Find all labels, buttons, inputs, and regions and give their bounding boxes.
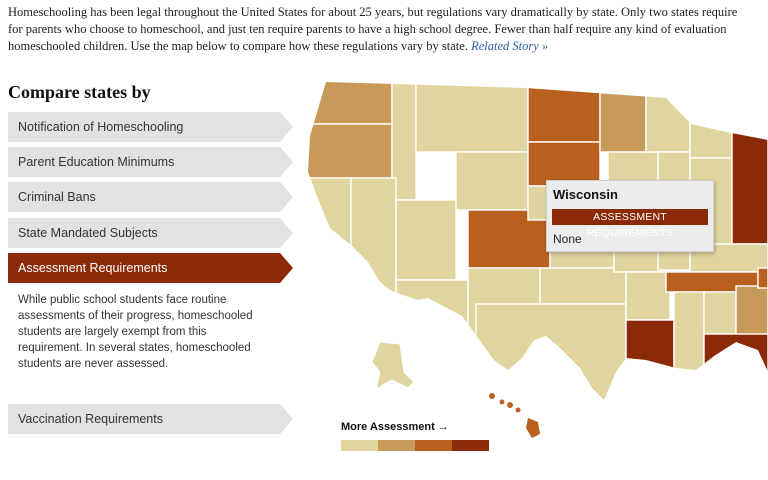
legend-swatch-3 — [415, 440, 452, 451]
menu-vaccination[interactable]: Vaccination Requirements — [8, 404, 293, 434]
state-MN[interactable] — [599, 72, 647, 153]
state-UT[interactable] — [395, 199, 457, 281]
intro-line-3-text: homeschooled children. Use the map below… — [8, 39, 468, 53]
menu-arrow-shape — [8, 253, 293, 283]
menu-arrow-shape — [8, 112, 293, 142]
state-tooltip: Wisconsin ASSESSMENT REQUIREMENTS None — [546, 180, 714, 252]
related-story-link[interactable]: Related Story » — [471, 39, 549, 53]
menu-arrow-shape — [8, 182, 293, 212]
menu-assessment[interactable]: Assessment Requirements — [8, 253, 293, 283]
legend-color-scale — [341, 440, 489, 451]
state-MS[interactable] — [673, 291, 705, 373]
state-TX[interactable] — [475, 303, 627, 404]
menu-label: Vaccination Requirements — [18, 412, 163, 426]
state-MI[interactable] — [689, 72, 733, 159]
tooltip-category-badge: ASSESSMENT REQUIREMENTS — [552, 209, 708, 239]
menu-arrow-shape — [8, 147, 293, 177]
menu-criminal-bans[interactable]: Criminal Bans — [8, 182, 293, 212]
state-AR[interactable] — [625, 271, 671, 321]
menu-label: Assessment Requirements — [18, 261, 168, 275]
menu-arrow-shape — [8, 404, 293, 434]
intro-line-2: for parents who choose to homeschool, an… — [8, 22, 727, 36]
state-WY[interactable] — [455, 151, 529, 211]
tooltip-value: None — [553, 232, 582, 246]
state-CA[interactable] — [296, 177, 352, 379]
intro-line-3: homeschooled children. Use the map below… — [8, 38, 768, 55]
menu-label: Criminal Bans — [18, 190, 96, 204]
menu-notification[interactable]: Notification of Homeschooling — [8, 112, 293, 142]
compare-title: Compare states by — [8, 82, 151, 102]
intro-line-1: Homeschooling has been legal throughout … — [8, 5, 738, 19]
menu-parent-education[interactable]: Parent Education Minimums — [8, 147, 293, 177]
menu-label: State Mandated Subjects — [18, 226, 158, 240]
state-WI[interactable] — [645, 72, 691, 153]
legend-swatch-4 — [452, 440, 489, 451]
state-NV[interactable] — [350, 177, 397, 303]
state-LA[interactable] — [625, 319, 675, 381]
menu-label: Notification of Homeschooling — [18, 120, 184, 134]
state-WA[interactable] — [296, 72, 393, 125]
state-HI[interactable] — [489, 393, 540, 438]
legend-label: More Assessment → — [341, 421, 449, 433]
state-AK[interactable] — [371, 341, 415, 392]
state-ND[interactable] — [527, 72, 601, 143]
state-OK[interactable] — [539, 267, 627, 305]
menu-label: Parent Education Minimums — [18, 155, 175, 169]
tooltip-state-name: Wisconsin — [553, 187, 618, 202]
category-description: While public school students face routin… — [18, 294, 253, 370]
menu-mandated-subjects[interactable]: State Mandated Subjects — [8, 218, 293, 248]
legend-swatch-2 — [378, 440, 415, 451]
state-NC[interactable] — [757, 267, 768, 289]
state-OR[interactable] — [296, 123, 393, 179]
state-MT[interactable] — [415, 72, 529, 153]
intro-text: Homeschooling has been legal throughout … — [8, 4, 768, 55]
menu-arrow-shape — [8, 218, 293, 248]
us-map — [296, 72, 768, 438]
state-AZ[interactable] — [395, 279, 469, 381]
state-OH[interactable] — [731, 131, 768, 245]
legend-swatch-1 — [341, 440, 378, 451]
state-FL[interactable] — [703, 333, 768, 383]
